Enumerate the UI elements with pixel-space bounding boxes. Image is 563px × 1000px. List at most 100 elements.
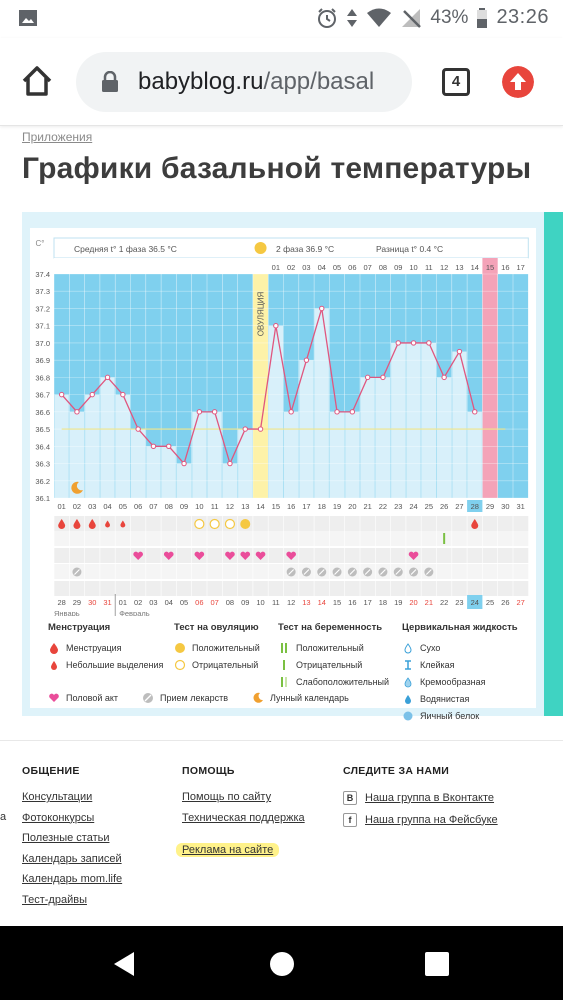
top-day-label: 15 (486, 263, 494, 272)
temperature-point (74, 409, 80, 415)
cycle-day-label: 23 (394, 502, 402, 511)
recents-icon[interactable] (424, 951, 450, 977)
legend-label: Небольшие выделения (66, 659, 164, 670)
temperature-point (288, 409, 294, 415)
intercourse-heart (225, 551, 235, 560)
home-icon[interactable] (18, 62, 56, 100)
temperature-point (410, 340, 417, 346)
legend-label: Слабоположительный (296, 676, 390, 687)
temperature-point (273, 322, 279, 329)
calendar-date-label: 20 (409, 598, 417, 607)
footer-link-vk[interactable]: Наша группа в Вконтакте (365, 791, 495, 804)
footer-heading: СЛЕДИТЕ ЗА НАМИ (343, 765, 450, 777)
calendar-date-label: 24 (471, 598, 479, 607)
temperature-bar (375, 377, 391, 498)
footer-link[interactable]: Календарь mom.life (22, 873, 123, 885)
footer-heading: ПОМОЩЬ (182, 765, 235, 777)
cycle-day-label: 24 (409, 502, 417, 511)
top-day-label: 07 (363, 263, 371, 272)
top-day-label: 01 (272, 263, 280, 272)
weak-bar-icon (281, 676, 287, 687)
y-tick-label: 36.8 (35, 373, 50, 382)
calendar-date-label: 09 (241, 598, 249, 607)
day-column-bg (513, 274, 529, 498)
lock-icon (102, 71, 118, 92)
legend-title: Цервикальная жидкость (402, 622, 518, 633)
temperature-bar (391, 342, 406, 498)
calendar-date-label: 25 (486, 598, 494, 607)
address-bar[interactable]: babyblog.ru/app/basal (76, 52, 412, 112)
alarm-icon (318, 7, 337, 28)
temperature-bar (329, 411, 345, 498)
calendar-date-label: 08 (226, 598, 234, 607)
footer-link-facebook[interactable]: Наша группа на Фейсбуке (365, 813, 498, 826)
footer-link[interactable]: Консультации (22, 791, 93, 803)
footer-link[interactable]: Календарь записей (22, 852, 122, 865)
footer-heading: ОБЩЕНИЕ (22, 765, 80, 777)
calendar-date-label: 21 (425, 598, 433, 607)
breadcrumb[interactable]: Приложения (22, 130, 93, 144)
intercourse-heart (133, 551, 143, 560)
y-tick-label: 36.1 (35, 494, 50, 503)
intercourse-heart (240, 551, 251, 560)
calendar-date-label: 26 (501, 598, 509, 607)
calendar-date-label: 06 (195, 598, 203, 607)
y-tick-label: 37.3 (35, 287, 50, 296)
intercourse-heart (194, 551, 205, 560)
status-bar: 43% 23:26 (0, 0, 563, 38)
update-icon[interactable] (502, 66, 534, 98)
calendar-date-label: 13 (302, 598, 310, 607)
heart-icon (49, 693, 59, 702)
calendar-date-label: 27 (516, 598, 524, 607)
top-day-label: 12 (440, 263, 448, 272)
y-tick-label: 36.9 (35, 356, 50, 365)
back-icon[interactable] (110, 950, 138, 978)
temperature-bar (421, 342, 436, 498)
legend-label: Водянистая (420, 693, 470, 704)
y-tick-label: 37.1 (35, 322, 50, 331)
tab-switcher-button[interactable]: 4 (442, 68, 470, 96)
double-bar-icon (281, 642, 287, 653)
day-column-bg (176, 274, 192, 498)
diff-label: Разница t° 0.4 °C (376, 244, 443, 254)
egg-white-icon (403, 711, 413, 720)
calendar-date-label: 23 (455, 598, 463, 607)
cell-signal-icon (402, 8, 422, 28)
temperature-bar (467, 411, 482, 498)
temperature-point (227, 460, 233, 467)
cycle-day-label: 15 (272, 502, 280, 511)
footer-link[interactable]: Полезные статьи (22, 832, 110, 844)
calendar-date-label: 28 (57, 598, 65, 607)
footer-link[interactable]: Техническая поддержка (182, 811, 305, 824)
temperature-bar (146, 446, 161, 498)
current-day-cell (467, 500, 483, 512)
legend-title: Тест на овуляцию (174, 622, 259, 633)
clock: 23:26 (496, 6, 549, 28)
today-date-cell (467, 595, 483, 609)
footer-link[interactable]: Фотоконкурсы (22, 811, 95, 824)
footer-link[interactable]: Помощь по сайту (182, 791, 272, 803)
system-nav-bar (0, 926, 563, 1000)
footer-link-highlighted[interactable]: Реклама на сайте (176, 843, 280, 857)
ovulation-test-positive (240, 519, 251, 529)
footer-link[interactable]: Тест-драйвы (22, 893, 87, 906)
top-day-label: 10 (409, 263, 417, 272)
temperature-point (441, 374, 447, 381)
chart-legend: Менструация Менструация Небольшие выделе… (30, 616, 536, 721)
calendar-date-label: 14 (318, 598, 326, 607)
temperature-point (395, 340, 401, 346)
cycle-day-label: 17 (302, 502, 310, 511)
home-circle-icon[interactable] (268, 950, 296, 978)
temperature-point (319, 305, 325, 312)
calendar-date-label: 30 (88, 598, 96, 607)
symbol-row-bg (54, 531, 529, 546)
watery-drop-icon (405, 694, 411, 704)
top-day-label: 03 (302, 263, 310, 272)
temperature-point (135, 426, 141, 432)
cycle-day-label: 12 (226, 502, 234, 511)
cycle-day-label: 13 (241, 502, 249, 511)
calendar-date-label: 31 (103, 598, 111, 607)
temperature-point (89, 391, 95, 398)
drop-icon (50, 642, 58, 654)
legend-label: Положительный (296, 642, 364, 653)
